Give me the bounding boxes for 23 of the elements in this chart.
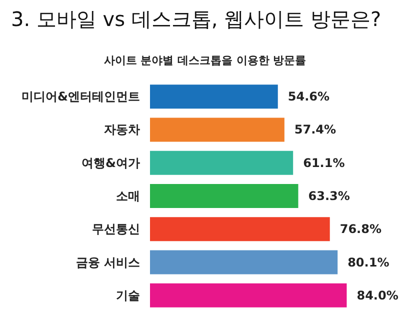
data-label: 80.1% [348,255,390,270]
y-tick-label: 금융 서비스 [76,255,140,270]
y-tick-label: 기술 [116,288,140,302]
bar [150,283,347,308]
bar [150,250,338,274]
y-tick-label: 무선통신 [92,222,140,236]
bar [150,217,330,242]
bar [150,84,278,109]
data-label: 84.0% [356,288,398,302]
chart-subtitle: 사이트 분야별 데스크톱을 이용한 방문률 [104,54,306,67]
y-tick-label: 자동차 [104,122,140,137]
data-label: 61.1% [303,156,345,170]
bar [150,150,294,175]
chart-title: 3. 모바일 vs 데스크톱, 웹사이트 방문은? [11,7,382,31]
bar [150,118,284,142]
data-label: 54.6% [288,90,330,104]
data-label: 63.3% [308,189,350,203]
y-tick-label: 여행&여가 [82,156,140,170]
data-label: 57.4% [294,122,336,137]
y-tick-label: 미디어&엔터테인먼트 [22,90,140,104]
bar [150,184,298,208]
data-label: 76.8% [340,222,382,236]
y-tick-label: 소매 [116,189,140,203]
